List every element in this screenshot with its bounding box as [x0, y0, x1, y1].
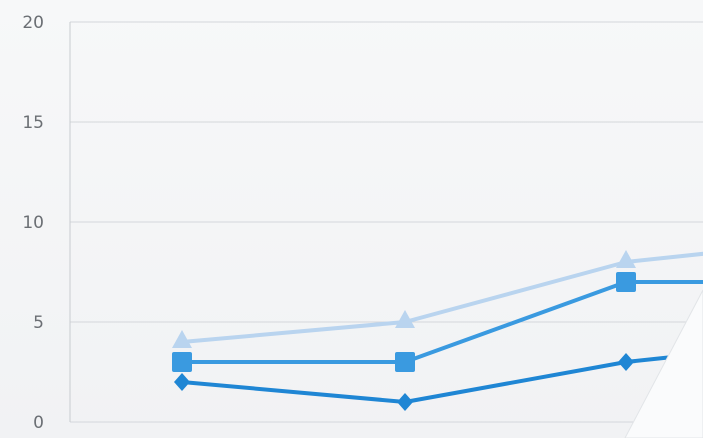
- page-fold-overlay: [624, 289, 703, 438]
- triangle-marker: [395, 310, 415, 328]
- y-axis-ticks: 0 5 10 15 20: [22, 13, 44, 433]
- square-marker: [395, 352, 415, 372]
- series-line: [180, 280, 703, 364]
- square-marker: [616, 272, 636, 292]
- triangle-marker: [172, 330, 192, 348]
- square-marker: [172, 352, 192, 372]
- diamond-marker: [397, 393, 413, 411]
- gridlines: [69, 21, 703, 423]
- series-line: [180, 251, 703, 344]
- y-tick-label: 15: [22, 113, 44, 133]
- diamond-marker: [618, 353, 634, 371]
- y-tick-label: 10: [22, 213, 44, 233]
- y-tick-label: 20: [22, 13, 44, 33]
- y-tick-label: 5: [33, 313, 44, 333]
- triangle-marker: [616, 250, 636, 268]
- series-layer: [172, 250, 703, 411]
- diamond-marker: [174, 373, 190, 391]
- y-tick-label: 0: [33, 413, 44, 433]
